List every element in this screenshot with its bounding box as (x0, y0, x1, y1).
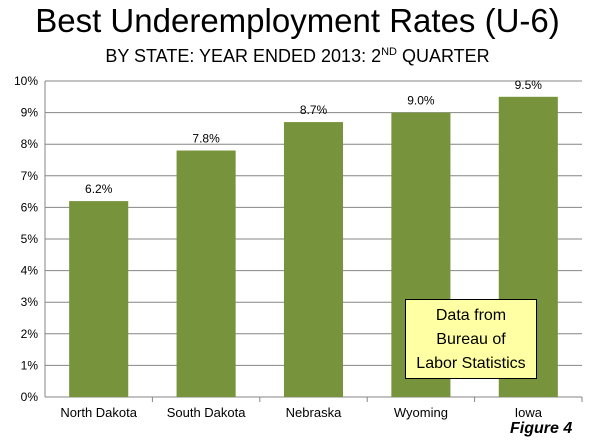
x-tick-label: Wyoming (394, 405, 448, 420)
data-label: 6.2% (85, 182, 113, 196)
subtitle-tail: QUARTER (397, 46, 490, 66)
y-tick-label: 9% (21, 106, 39, 120)
data-label: 9.0% (407, 94, 435, 108)
source-note-box: Data from Bureau of Labor Statistics (405, 299, 537, 379)
y-tick-label: 10% (14, 74, 38, 88)
y-tick-label: 7% (21, 169, 39, 183)
y-tick-label: 2% (21, 327, 39, 341)
source-note-line-3: Labor Statistics (416, 355, 526, 372)
source-note-line-1: Data from (435, 307, 507, 324)
y-tick-label: 1% (21, 358, 39, 372)
data-label: 8.7% (300, 103, 328, 117)
data-label: 9.5% (515, 78, 543, 92)
subtitle-text: BY STATE: YEAR ENDED 2013: 2 (105, 46, 382, 66)
figure-label: Figure 4 (510, 420, 573, 437)
bar (69, 201, 129, 397)
y-tick-label: 8% (21, 137, 39, 151)
y-tick-label: 4% (21, 264, 39, 278)
x-tick-label: South Dakota (167, 405, 247, 420)
chart-subtitle: BY STATE: YEAR ENDED 2013: 2ND QUARTER (0, 42, 595, 66)
source-note-line-2: Bureau of (436, 331, 506, 348)
y-tick-label: 0% (21, 390, 39, 404)
subtitle-superscript: ND (381, 46, 397, 58)
data-label: 7.8% (192, 132, 220, 146)
y-tick-label: 5% (21, 232, 39, 246)
y-tick-label: 6% (21, 200, 39, 214)
bar (283, 122, 344, 397)
x-tick-label: Iowa (515, 405, 543, 420)
x-tick-label: Nebraska (286, 405, 342, 420)
bar (176, 150, 236, 397)
y-tick-label: 3% (21, 295, 39, 309)
x-tick-label: North Dakota (60, 405, 137, 420)
chart-title: Best Underemployment Rates (U-6) (35, 2, 560, 39)
